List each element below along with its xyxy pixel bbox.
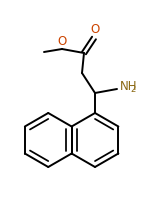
Text: NH: NH	[120, 81, 137, 93]
Text: O: O	[90, 23, 100, 36]
Text: O: O	[57, 35, 67, 48]
Text: 2: 2	[131, 85, 136, 95]
